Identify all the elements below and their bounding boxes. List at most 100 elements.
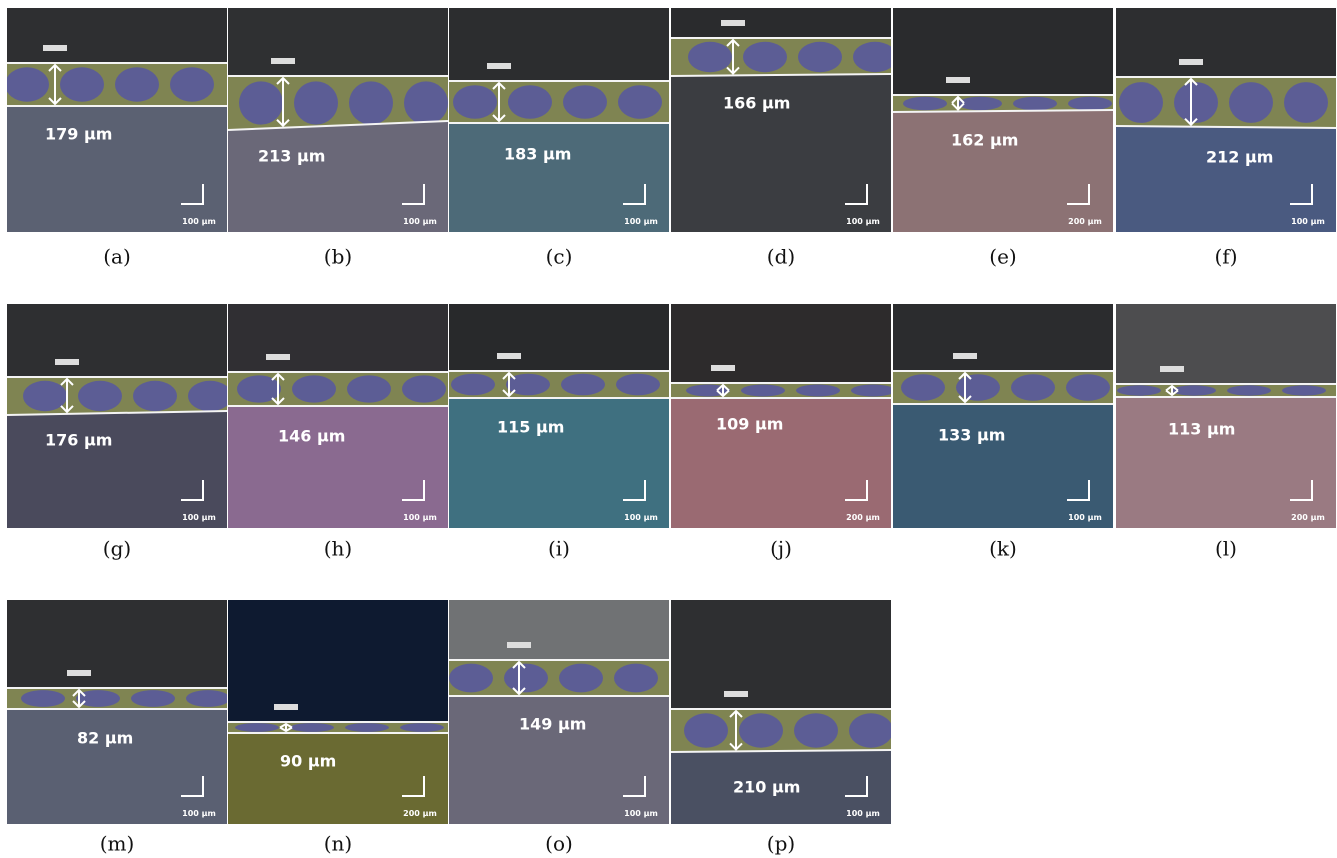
phase-patch <box>1282 385 1326 395</box>
panel-label: (p) <box>767 832 795 856</box>
thickness-label: 90 μm <box>280 752 336 771</box>
phase-patch <box>400 723 444 732</box>
substrate-cover <box>1116 397 1336 528</box>
micrograph-panel: 133 μm100 μm <box>893 304 1113 528</box>
measure-tag <box>711 365 735 371</box>
micrograph-panel: 82 μm 100 μm <box>7 600 230 824</box>
phase-patch <box>1174 82 1218 123</box>
phase-patch <box>290 723 334 732</box>
phase-patch <box>60 67 104 101</box>
phase-patch <box>796 385 840 397</box>
measure-tag <box>271 58 295 64</box>
top-cover <box>449 600 669 660</box>
phase-patch <box>616 374 660 396</box>
micrograph-panel: 149 μm100 μm <box>449 600 669 824</box>
micrograph-panel: 213 μm 100 μm <box>228 8 448 232</box>
phase-patch <box>958 97 1002 111</box>
panel-label: (i) <box>548 537 570 561</box>
panel-label: (e) <box>989 245 1016 269</box>
phase-patch <box>115 67 159 101</box>
scale-label: 100 μm <box>846 809 880 818</box>
phase-patch <box>903 97 947 111</box>
micrograph-panel: 212 μm 100 μm <box>1116 8 1336 232</box>
thickness-label: 176 μm <box>45 431 112 450</box>
panel-content: 212 μm 100 μm <box>1116 8 1336 232</box>
micrograph-panel: 109 μm200 μm <box>671 304 895 528</box>
substrate-cover <box>7 709 227 824</box>
panel-label: (j) <box>770 537 792 561</box>
panel-content: 82 μm 100 μm <box>7 600 230 824</box>
panel-label: (b) <box>324 245 352 269</box>
phase-patch <box>559 664 603 693</box>
top-cover <box>671 600 891 709</box>
scale-label: 100 μm <box>182 809 216 818</box>
phase-patch <box>741 385 785 397</box>
micrograph-panel: 146 μm 100 μm <box>228 304 448 528</box>
phase-patch <box>237 375 281 402</box>
phase-patch <box>349 81 393 124</box>
scale-label: 100 μm <box>624 217 658 226</box>
thickness-label: 146 μm <box>278 427 345 446</box>
phase-patch <box>1011 374 1055 400</box>
thickness-label: 210 μm <box>733 778 800 797</box>
micrograph-panel: 210 μm 100 μm <box>671 600 893 824</box>
phase-patch <box>1284 82 1328 123</box>
panel-content: 213 μm 100 μm <box>228 8 448 232</box>
phase-patch <box>451 374 495 396</box>
thickness-label: 82 μm <box>77 729 133 748</box>
measure-tag <box>67 670 91 676</box>
measure-tag <box>721 20 745 26</box>
phase-patch <box>743 42 787 72</box>
panel-label: (m) <box>100 832 135 856</box>
phase-patch <box>901 374 945 400</box>
phase-patch <box>170 67 214 101</box>
phase-patch <box>1119 82 1163 123</box>
micrograph-panel: 183 μm100 μm <box>449 8 669 232</box>
scale-label: 100 μm <box>403 217 437 226</box>
phase-patch <box>853 42 897 72</box>
phase-patch <box>614 664 658 693</box>
scale-label: 100 μm <box>1291 217 1325 226</box>
panel-label: (f) <box>1214 245 1237 269</box>
panel-content: 90 μm200 μm <box>228 600 448 824</box>
scale-label: 100 μm <box>182 513 216 522</box>
measure-tag <box>487 63 511 69</box>
substrate-cover <box>7 106 227 232</box>
panel-content: 166 μm100 μm <box>671 8 897 232</box>
measure-tag <box>724 691 748 697</box>
panel-content: 113 μm200 μm <box>1116 304 1336 528</box>
top-cover <box>228 600 448 722</box>
phase-patch <box>78 381 122 411</box>
top-cover <box>671 8 891 38</box>
micrograph-panel: 115 μm100 μm <box>449 304 669 528</box>
top-cover <box>228 304 448 372</box>
scale-label: 100 μm <box>403 513 437 522</box>
phase-patch <box>5 67 49 101</box>
thickness-label: 109 μm <box>716 415 783 434</box>
phase-patch <box>453 85 497 119</box>
substrate-cover <box>7 411 227 528</box>
thickness-label: 212 μm <box>1206 148 1273 167</box>
scale-label: 100 μm <box>182 217 216 226</box>
scale-label: 100 μm <box>624 809 658 818</box>
top-cover <box>893 304 1113 371</box>
measure-tag <box>266 354 290 360</box>
top-cover <box>7 600 227 688</box>
phase-patch <box>956 374 1000 400</box>
panel-label: (l) <box>1215 537 1237 561</box>
measure-tag <box>43 45 67 51</box>
phase-patch <box>1013 97 1057 111</box>
substrate-cover <box>449 123 669 232</box>
measure-tag <box>55 359 79 365</box>
measure-tag <box>1179 59 1203 65</box>
phase-patch <box>449 664 493 693</box>
phase-patch <box>133 381 177 411</box>
top-cover <box>449 8 669 81</box>
top-cover <box>1116 8 1336 77</box>
thickness-label: 213 μm <box>258 147 325 166</box>
panel-label: (d) <box>767 245 795 269</box>
